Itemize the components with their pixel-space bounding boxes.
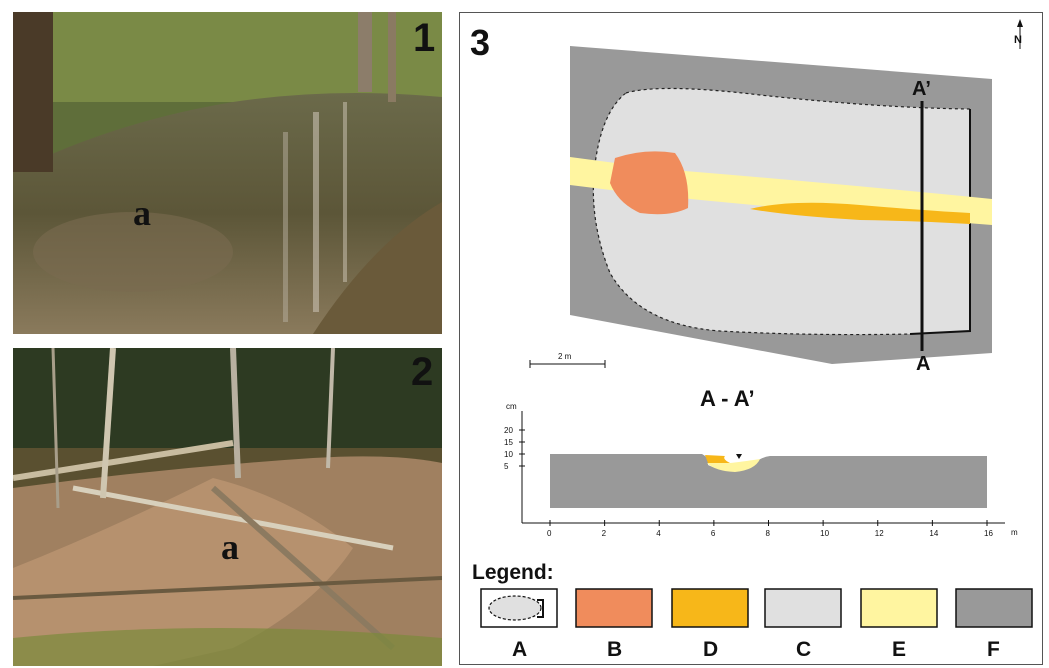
legend-item-a: A <box>480 588 558 661</box>
water-level-icon <box>736 454 742 459</box>
scale-bar-label: 2 m <box>558 352 572 361</box>
x-tick-label: 10 <box>820 529 829 538</box>
x-tick-label: 8 <box>766 529 771 538</box>
photo-1-number: 1 <box>413 16 436 60</box>
photo-2: 2 a <box>13 348 442 666</box>
x-tick-label: 0 <box>547 529 552 538</box>
diagram-svg: A’ A 3 N 2 m A - A’ cm 20 15 10 5 0 2 4 6 8 10 12… <box>470 19 1033 661</box>
north-label: N <box>1014 34 1022 46</box>
x-tick-label: 14 <box>929 529 938 538</box>
legend-item-e: E <box>860 588 938 661</box>
panel-number: 3 <box>470 22 490 63</box>
x-tick-label: 16 <box>984 529 993 538</box>
x-tick-label: 6 <box>711 529 716 538</box>
legend-item-d: D <box>671 588 749 661</box>
y-tick-label: 5 <box>504 462 509 471</box>
photo-1-label: a <box>133 193 151 233</box>
area-e-profile <box>707 459 760 472</box>
x-tick-label: 2 <box>602 529 607 538</box>
section-label-bottom: A <box>916 353 930 375</box>
area-d-profile <box>705 455 730 463</box>
photo-1: 1 a <box>13 12 442 334</box>
y-tick-label: 20 <box>504 426 513 435</box>
area-b-plan <box>610 151 689 215</box>
legend-item-c: C <box>764 588 842 661</box>
legend-item-f: F <box>955 588 1033 661</box>
photo-2-image <box>13 348 442 666</box>
y-tick-label: 10 <box>504 450 513 459</box>
photo-1-image <box>13 12 442 334</box>
area-f-profile <box>550 454 987 508</box>
x-tick-label: 4 <box>656 529 661 538</box>
legend-key: B <box>607 638 622 661</box>
x-tick-label: 12 <box>875 529 884 538</box>
y-unit: cm <box>506 402 517 411</box>
north-arrow-icon <box>1017 19 1023 49</box>
area-d-plan <box>750 202 970 224</box>
boundary-line <box>909 109 971 335</box>
legend-title: Legend: <box>472 561 554 584</box>
legend-key: E <box>892 638 906 661</box>
legend-key: D <box>703 638 718 661</box>
section-label-top: A’ <box>912 78 931 100</box>
photo-2-number: 2 <box>411 350 434 394</box>
photo-2-label: a <box>221 527 239 567</box>
legend-key: C <box>796 638 811 661</box>
legend-item-b: B <box>575 588 653 661</box>
y-tick-label: 15 <box>504 438 513 447</box>
y-ticks: 20 15 10 5 <box>504 426 525 471</box>
legend-key: F <box>987 638 1000 661</box>
profile-title: A - A’ <box>700 386 755 411</box>
legend-key: A <box>512 638 527 661</box>
x-ticks: 0 2 4 6 8 10 12 14 16 <box>547 520 993 538</box>
diagram-panel: A’ A 3 N 2 m A - A’ cm 20 15 10 5 0 2 4 6 8 10 12… <box>459 12 1043 665</box>
x-unit: m <box>1011 528 1018 537</box>
